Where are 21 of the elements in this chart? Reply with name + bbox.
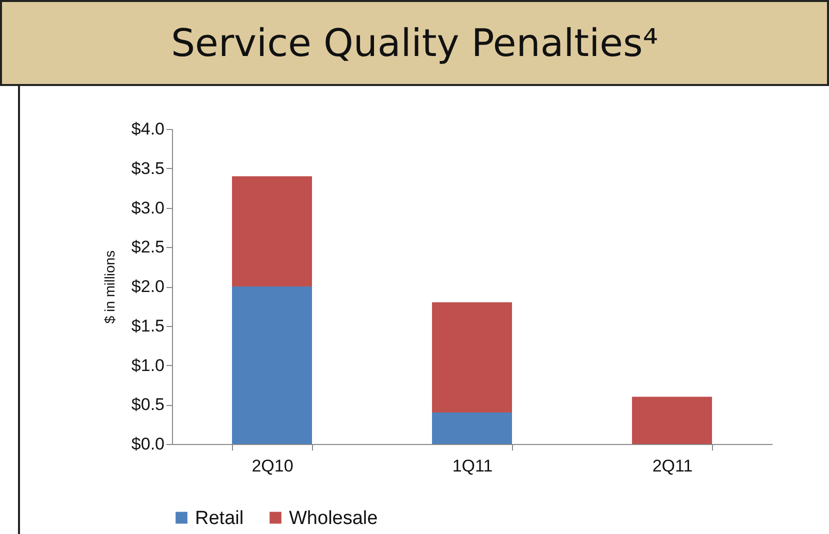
y-tick-label: $0.5 (131, 395, 164, 414)
y-tick-label: $0.0 (131, 434, 164, 454)
bar (432, 302, 512, 412)
x-tick-label: 2Q11 (652, 456, 693, 476)
legend-label: Retail (195, 508, 244, 529)
chart-title: Service Quality Penalties⁴ (0, 0, 829, 86)
y-axis-title: $ in millions (101, 250, 118, 324)
y-tick-label: $1.5 (131, 316, 164, 336)
y-tick-label: $3.0 (131, 198, 164, 218)
y-tick-label: $3.5 (131, 158, 164, 178)
legend-label: Wholesale (289, 508, 378, 529)
bar (432, 412, 512, 444)
bar (232, 176, 312, 286)
x-tick-label: 2Q10 (252, 456, 294, 476)
y-tick-label: $2.0 (131, 277, 164, 296)
y-tick-label: $1.0 (131, 356, 164, 375)
bar (632, 396, 712, 444)
x-tick-label: 1Q11 (452, 456, 493, 476)
bar (232, 286, 312, 444)
y-tick-label: $2.5 (131, 238, 164, 257)
y-tick-label: $4.0 (131, 120, 164, 138)
